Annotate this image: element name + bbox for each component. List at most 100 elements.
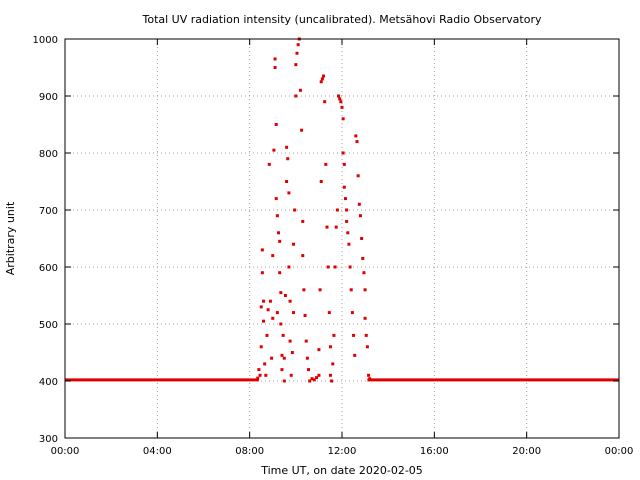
data-point [341, 151, 345, 155]
data-point [267, 162, 271, 166]
data-point [319, 80, 323, 84]
data-point [279, 291, 283, 295]
data-point [301, 254, 305, 258]
chart-title: Total UV radiation intensity (uncalibrat… [142, 13, 542, 26]
data-point [348, 265, 352, 269]
data-point [322, 74, 326, 78]
axis-ticks: 00:00 04:00 08:00 12:00 16:00 20:00 00:0030040… [33, 35, 634, 457]
data-point [271, 254, 275, 258]
data-point [298, 88, 302, 92]
data-point [262, 319, 266, 323]
data-point [286, 157, 290, 161]
data-point [270, 356, 274, 360]
grid-lines [65, 39, 619, 438]
data-point [258, 373, 262, 377]
data-point [340, 105, 344, 109]
data-point [343, 197, 347, 201]
y-tick-label: 400 [39, 377, 58, 388]
data-point [342, 162, 346, 166]
data-point [328, 345, 332, 349]
data-point [318, 288, 322, 292]
data-point [288, 299, 292, 303]
data-point [334, 225, 338, 229]
y-tick-label: 500 [39, 320, 58, 331]
data-point [355, 140, 359, 144]
x-tick-label: 16:00 [420, 446, 449, 457]
data-point [335, 208, 339, 212]
data-point [324, 162, 328, 166]
y-tick-label: 300 [39, 434, 58, 445]
data-point [350, 311, 354, 315]
data-point [262, 299, 266, 303]
y-tick-label: 1000 [33, 35, 58, 46]
data-point [320, 77, 324, 81]
data-point [301, 219, 305, 223]
data-point [332, 333, 336, 337]
data-point [289, 373, 293, 377]
x-tick-label: 04:00 [143, 446, 172, 457]
data-point [327, 311, 331, 315]
data-point [317, 348, 321, 352]
x-tick-label: 12:00 [328, 446, 357, 457]
data-point [288, 339, 292, 343]
data-point [356, 174, 360, 178]
data-point [295, 51, 299, 55]
data-point [312, 378, 316, 382]
data-point [287, 265, 291, 269]
data-point [272, 148, 276, 152]
data-point [346, 231, 350, 235]
data-point [341, 117, 345, 121]
data-point [283, 294, 287, 297]
y-axis-label: Arbitrary unit [4, 201, 17, 275]
data-point [367, 373, 371, 377]
data-point [271, 316, 275, 320]
y-tick-label: 700 [39, 206, 58, 217]
data-point [278, 239, 282, 243]
data-point [302, 288, 306, 292]
data-point [268, 299, 272, 303]
data-point [303, 313, 307, 317]
data-point [368, 377, 372, 381]
data-point [279, 322, 283, 326]
y-tick-label: 800 [39, 149, 58, 160]
data-point [273, 57, 277, 61]
data-point [259, 345, 263, 349]
data-point [333, 265, 337, 269]
data-point [357, 202, 361, 206]
x-tick-label: 20:00 [512, 446, 541, 457]
data-point [274, 197, 278, 201]
data-point [277, 231, 281, 235]
data-point [353, 353, 357, 357]
data-point [315, 376, 319, 380]
data-point [293, 208, 297, 212]
data-point [282, 379, 286, 383]
data-point [296, 43, 300, 47]
data-point [266, 308, 270, 312]
data-point [300, 128, 304, 132]
data-point [331, 362, 335, 366]
data-point [307, 368, 311, 372]
data-point [280, 353, 284, 357]
data-point [304, 339, 308, 343]
data-point [360, 237, 364, 240]
data-point [323, 100, 327, 104]
data-point [345, 219, 349, 223]
data-point [294, 63, 298, 67]
data-point [264, 373, 268, 377]
data-point [317, 373, 321, 377]
data-point [362, 271, 366, 275]
data-point [326, 265, 330, 269]
data-point [319, 180, 323, 183]
data-point [358, 214, 362, 218]
data-point [292, 242, 296, 246]
data-point [290, 351, 294, 354]
data-point [337, 94, 341, 98]
data-point [364, 333, 368, 337]
data-point [292, 311, 296, 315]
data-point [280, 368, 284, 372]
data-point [260, 248, 264, 252]
data-point [339, 100, 343, 104]
data-point [259, 305, 263, 309]
data-point [285, 145, 289, 149]
